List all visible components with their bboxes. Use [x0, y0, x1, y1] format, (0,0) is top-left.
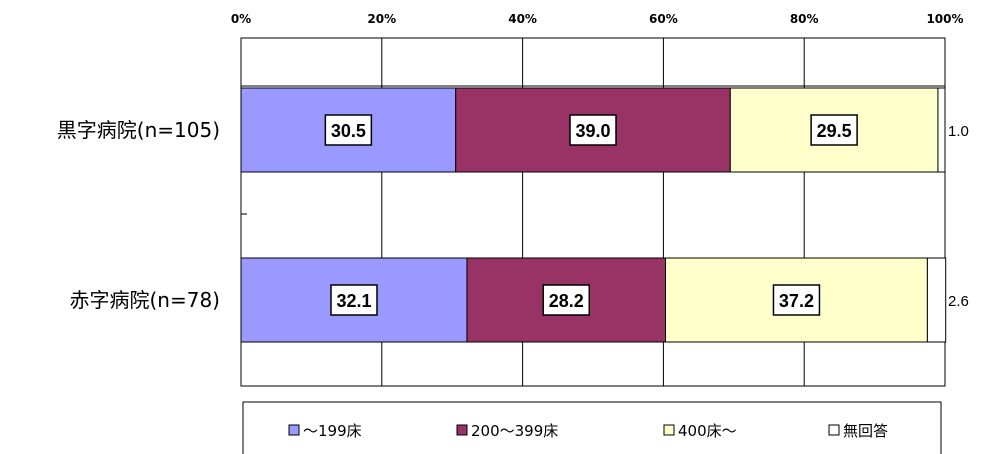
legend-swatch — [288, 424, 300, 436]
x-axis-ticks: 0% 20% 40% 60% 80% 100% — [231, 12, 964, 26]
data-label: 39.0 — [575, 121, 610, 141]
category-labels: 黒字病院(n=105) 赤字病院(n=78) — [57, 118, 220, 312]
x-tick-label: 0% — [231, 12, 251, 26]
legend-entry: 200～399床 — [471, 422, 558, 440]
data-label-box — [810, 114, 858, 146]
data-label-box — [772, 284, 821, 316]
legend-swatch — [456, 424, 468, 436]
data-label: 2.6 — [948, 293, 969, 310]
legend-swatch — [828, 424, 840, 436]
data-label-box — [324, 114, 373, 146]
x-tick-label: 80% — [790, 12, 819, 26]
x-tick-label: 60% — [649, 12, 678, 26]
x-tick-label: 100% — [926, 12, 963, 26]
legend-box — [242, 401, 942, 454]
data-labels: 30.5 39.0 29.5 1.0 32.1 28.2 37.2 2.6 — [324, 114, 969, 316]
legend-entry: 無回答 — [843, 422, 888, 440]
data-label: 37.2 — [779, 291, 814, 311]
legend-swatch — [663, 424, 675, 436]
data-label: 1.0 — [948, 123, 969, 140]
legend-entry: 400床～ — [678, 422, 737, 440]
data-label: 29.5 — [817, 121, 852, 141]
x-tick-label: 20% — [367, 12, 396, 26]
category-label: 黒字病院(n=105) — [57, 118, 220, 142]
data-label: 32.1 — [336, 291, 371, 311]
legend-entry: ～199床 — [303, 422, 362, 440]
category-label: 赤字病院(n=78) — [70, 288, 221, 312]
x-tick-label: 40% — [508, 12, 537, 26]
data-label: 28.2 — [549, 291, 584, 311]
data-label-box — [542, 284, 590, 316]
legend: ～199床 200～399床 400床～ 無回答 — [242, 401, 942, 454]
bar-segment — [926, 257, 947, 343]
data-label: 30.5 — [331, 121, 366, 141]
bar-segment — [937, 87, 946, 173]
data-label-box — [569, 114, 617, 146]
data-label-box — [330, 284, 378, 316]
